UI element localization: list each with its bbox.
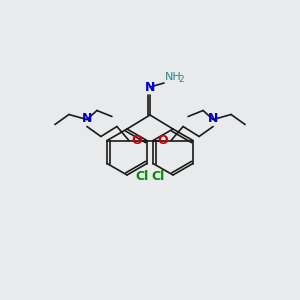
Text: Cl: Cl [135, 169, 148, 182]
Text: N: N [145, 81, 155, 94]
Text: N: N [82, 112, 92, 124]
Text: 2: 2 [178, 75, 184, 84]
Text: N: N [208, 112, 218, 124]
Text: O: O [132, 134, 142, 147]
Text: O: O [158, 134, 168, 147]
Text: Cl: Cl [152, 169, 165, 182]
Text: NH: NH [165, 72, 182, 82]
